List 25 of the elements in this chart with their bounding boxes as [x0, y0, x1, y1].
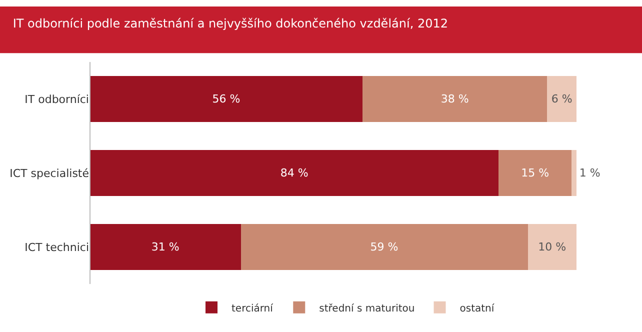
y-tick-label: ICT specialisté: [10, 166, 90, 180]
data-label: 59 %: [370, 240, 398, 254]
data-label: 10 %: [538, 240, 566, 254]
data-label: 1 %: [579, 166, 600, 180]
bar: [90, 76, 362, 122]
legend-label: terciární: [232, 303, 274, 314]
bar: [240, 224, 528, 270]
data-label: 38 %: [440, 92, 469, 106]
bar: [528, 224, 576, 270]
bar: [362, 76, 548, 122]
bar: [572, 150, 576, 196]
data-label: 15 %: [521, 166, 550, 180]
legend-label: střední s maturitou: [319, 303, 415, 314]
data-label: 56 %: [212, 92, 240, 106]
chart-title: IT odborníci podle zaměstnání a nejvyššího dokončeného vzdělání, 2012: [12, 16, 448, 30]
y-tick-label: ICT technici: [24, 240, 89, 254]
data-label: 84 %: [280, 166, 308, 180]
bar: [547, 76, 576, 122]
bar: [498, 150, 572, 196]
bar: [90, 224, 241, 270]
y-tick-label: IT odborníci: [24, 92, 89, 106]
legend-label: ostatní: [460, 303, 496, 314]
data-label: 31 %: [151, 240, 180, 254]
data-label: 6 %: [551, 92, 572, 106]
bar: [90, 150, 499, 196]
